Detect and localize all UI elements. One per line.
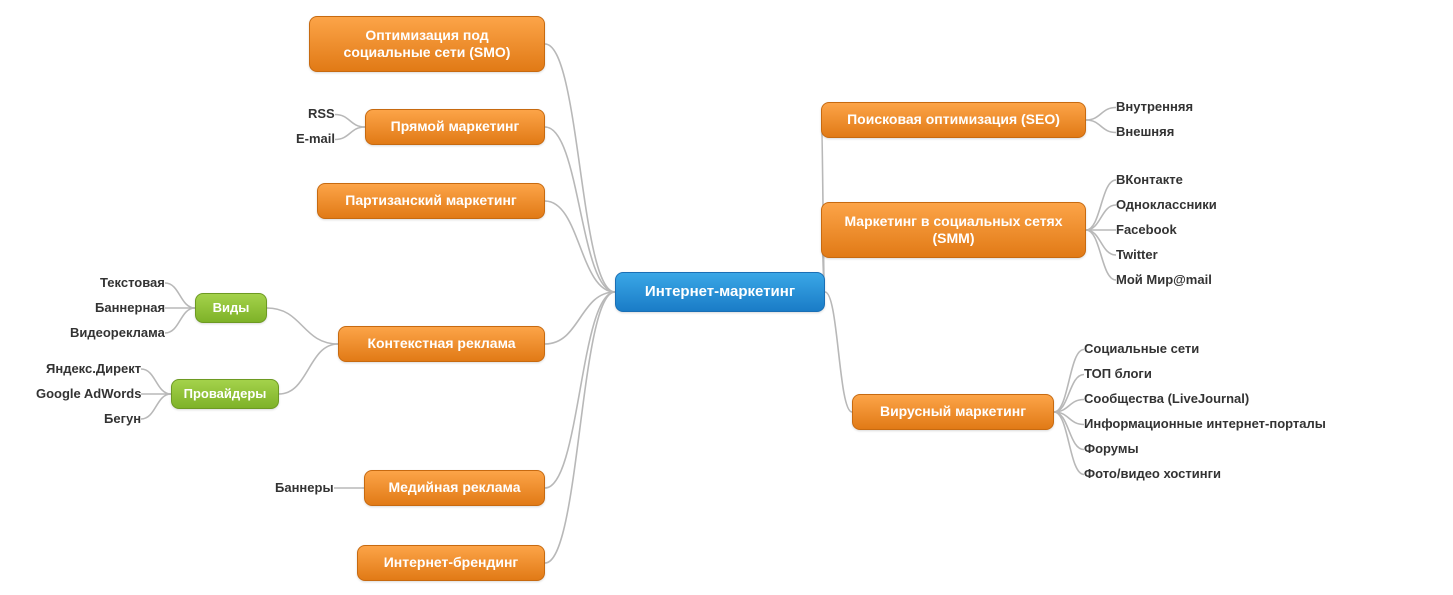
branch-node-branding: Интернет-брендинг: [357, 545, 545, 581]
subnode-providers-label: Провайдеры: [184, 386, 267, 402]
branch-node-context-label: Контекстная реклама: [367, 335, 515, 353]
branch-node-branding-label: Интернет-брендинг: [384, 554, 519, 572]
leaf-viral: Информационные интернет-порталы: [1084, 416, 1326, 431]
subnode-providers: Провайдеры: [171, 379, 279, 409]
branch-node-smm-label: Маркетинг в социальных сетях (SMM): [836, 213, 1071, 248]
center-node: Интернет-маркетинг: [615, 272, 825, 312]
leaf-seo: Внешняя: [1116, 124, 1174, 139]
leaf-media: Баннеры: [275, 480, 334, 495]
branch-node-seo-label: Поисковая оптимизация (SEO): [847, 111, 1060, 129]
branch-node-media: Медийная реклама: [364, 470, 545, 506]
branch-node-guerrilla: Партизанский маркетинг: [317, 183, 545, 219]
leaf-types: Текстовая: [100, 275, 165, 290]
branch-node-viral-label: Вирусный маркетинг: [880, 403, 1026, 421]
branch-node-direct-label: Прямой маркетинг: [391, 118, 520, 136]
leaf-smm: Twitter: [1116, 247, 1158, 262]
leaf-viral: Фото/видео хостинги: [1084, 466, 1221, 481]
leaf-seo: Внутренняя: [1116, 99, 1193, 114]
leaf-direct: RSS: [308, 106, 335, 121]
branch-node-media-label: Медийная реклама: [388, 479, 520, 497]
center-node-label: Интернет-маркетинг: [645, 283, 795, 302]
leaf-viral: Форумы: [1084, 441, 1139, 456]
leaf-smm: Facebook: [1116, 222, 1177, 237]
leaf-types: Баннерная: [95, 300, 165, 315]
leaf-viral: Сообщества (LiveJournal): [1084, 391, 1249, 406]
branch-node-smm: Маркетинг в социальных сетях (SMM): [821, 202, 1086, 258]
leaf-smm: ВКонтакте: [1116, 172, 1183, 187]
subnode-types: Виды: [195, 293, 267, 323]
leaf-providers: Бегун: [104, 411, 141, 426]
leaf-direct: E-mail: [296, 131, 335, 146]
leaf-providers: Яндекс.Директ: [46, 361, 141, 376]
leaf-viral: Социальные сети: [1084, 341, 1199, 356]
leaf-types: Видеореклама: [70, 325, 165, 340]
mindmap-canvas: Интернет-маркетинг Оптимизация под социал…: [0, 0, 1453, 595]
branch-node-viral: Вирусный маркетинг: [852, 394, 1054, 430]
branch-node-context: Контекстная реклама: [338, 326, 545, 362]
leaf-providers: Google AdWords: [36, 386, 141, 401]
branch-node-smo: Оптимизация под социальные сети (SMO): [309, 16, 545, 72]
leaf-smm: Мой Мир@mail: [1116, 272, 1212, 287]
branch-node-seo: Поисковая оптимизация (SEO): [821, 102, 1086, 138]
branch-node-direct: Прямой маркетинг: [365, 109, 545, 145]
leaf-smm: Одноклассники: [1116, 197, 1217, 212]
leaf-viral: ТОП блоги: [1084, 366, 1152, 381]
branch-node-guerrilla-label: Партизанский маркетинг: [345, 192, 516, 210]
subnode-types-label: Виды: [213, 300, 250, 316]
branch-node-smo-label: Оптимизация под социальные сети (SMO): [324, 27, 530, 62]
